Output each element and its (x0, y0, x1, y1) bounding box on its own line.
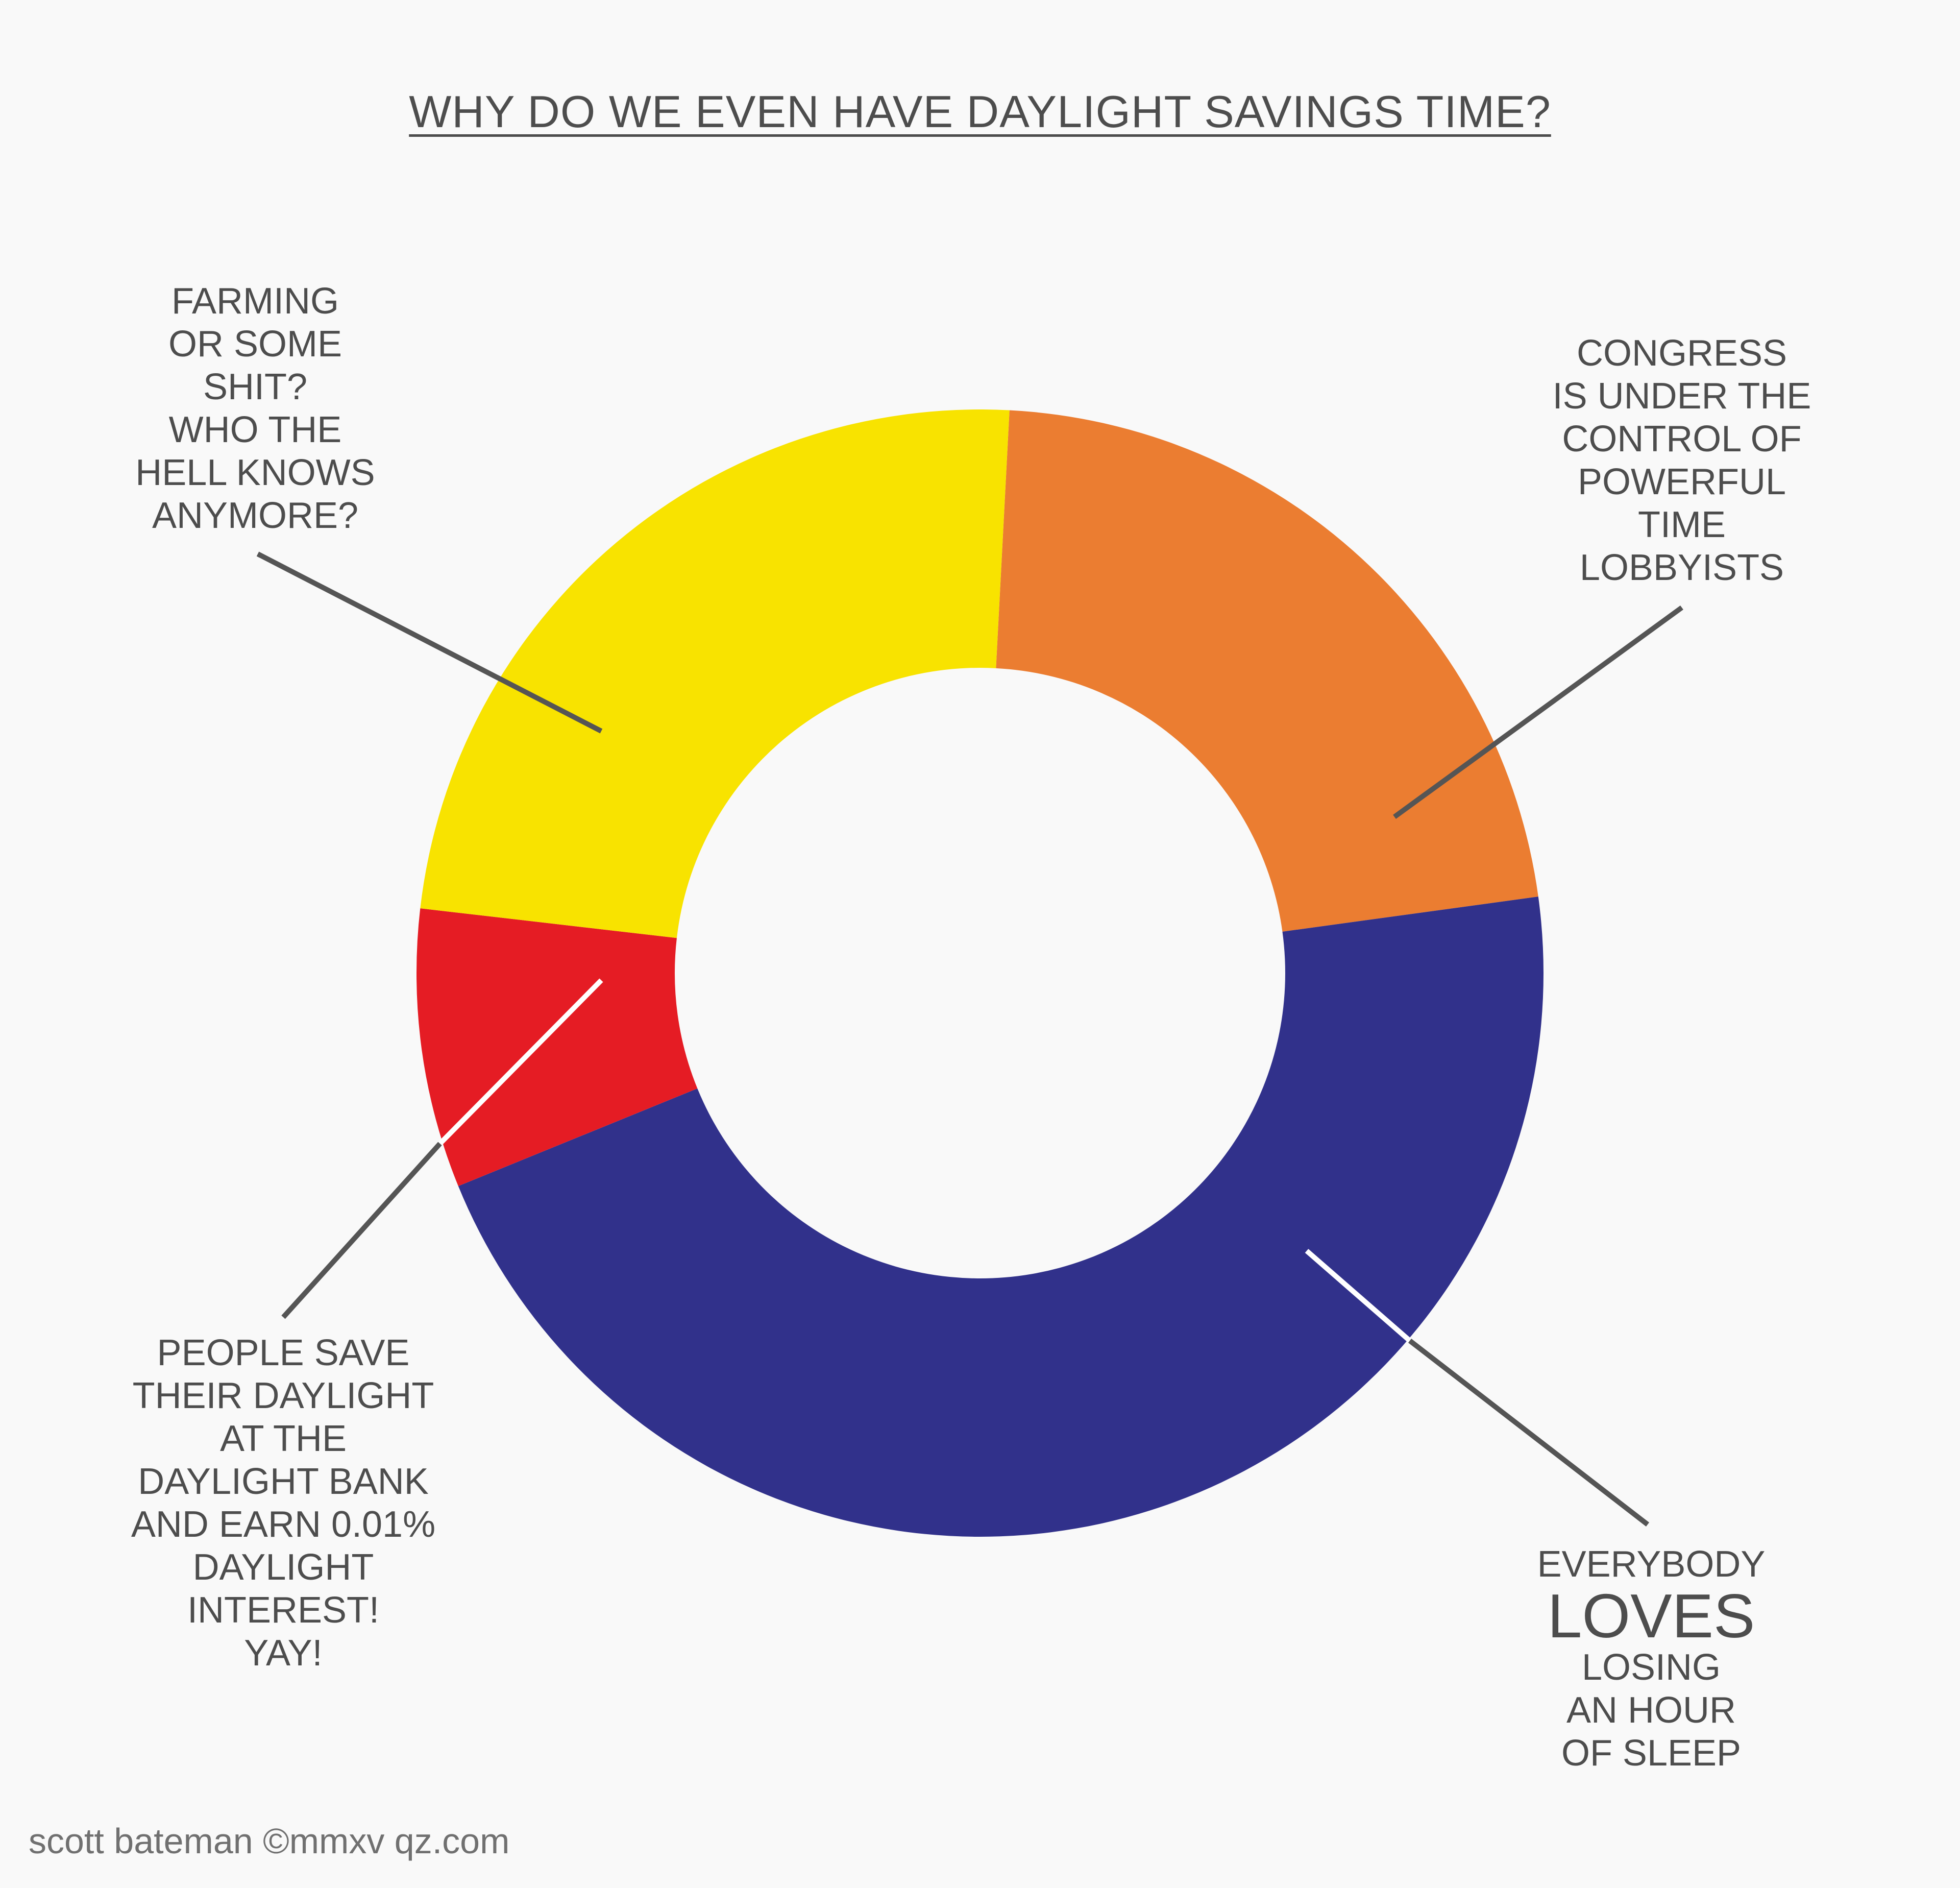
leader-everybody-inner (1305, 1249, 1412, 1343)
leader-everybody-outer (1408, 1339, 1650, 1527)
label-congress-line: LOBBYISTS (1579, 547, 1784, 588)
label-farming-line: HELL KNOWS (135, 452, 375, 493)
label-farming-line: FARMING (171, 281, 339, 322)
label-people-line: THEIR DAYLIGHT (132, 1375, 434, 1416)
label-farming-line: ANYMORE? (152, 495, 359, 536)
label-farming-line: WHO THE (168, 409, 342, 450)
label-everybody-line: AN HOUR (1566, 1690, 1736, 1731)
label-everybody-loves: LOVES (1547, 1581, 1755, 1651)
label-everybody-line: EVERYBODY (1537, 1544, 1766, 1585)
label-people-line: PEOPLE SAVE (157, 1333, 410, 1373)
credit-text: scott bateman ©mmxv qz.com (29, 1821, 510, 1861)
leader-people-inner (438, 978, 603, 1146)
label-farming: FARMING OR SOME SHIT? WHO THE HELL KNOWS… (87, 280, 424, 537)
label-congress-line: CONTROL OF (1562, 419, 1802, 459)
label-everybody-line: LOSING (1581, 1647, 1721, 1688)
leader-people-outer (281, 1142, 442, 1319)
label-congress-line: IS UNDER THE (1552, 376, 1811, 417)
label-everybody: EVERYBODY LOVES LOSING AN HOUR OF SLEEP (1496, 1543, 1807, 1775)
slice-congress (996, 410, 1538, 932)
label-congress-line: TIME (1638, 504, 1726, 545)
label-people: PEOPLE SAVE THEIR DAYLIGHT AT THE DAYLIG… (102, 1332, 464, 1675)
label-congress: CONGRESS IS UNDER THE CONTROL OF POWERFU… (1490, 332, 1873, 589)
label-people-line: AT THE (219, 1418, 347, 1459)
label-people-line: DAYLIGHT BANK (138, 1461, 429, 1502)
label-farming-line: OR SOME (168, 324, 342, 365)
slice-farming (420, 409, 1010, 938)
chart-title: WHY DO WE EVEN HAVE DAYLIGHT SAVINGS TIM… (409, 86, 1551, 137)
label-people-line: YAY! (244, 1633, 323, 1674)
leader-congress (1393, 605, 1683, 819)
label-people-line: DAYLIGHT (192, 1547, 374, 1588)
label-congress-line: POWERFUL (1577, 462, 1786, 502)
label-people-line: AND EARN 0.01% (131, 1504, 436, 1545)
leader-farming (256, 551, 603, 734)
label-farming-line: SHIT? (203, 367, 308, 407)
label-everybody-line: OF SLEEP (1561, 1733, 1742, 1774)
slice-everybody (458, 897, 1544, 1537)
slice-people (416, 908, 698, 1187)
label-congress-line: CONGRESS (1576, 333, 1787, 374)
label-people-line: INTEREST! (187, 1590, 380, 1631)
